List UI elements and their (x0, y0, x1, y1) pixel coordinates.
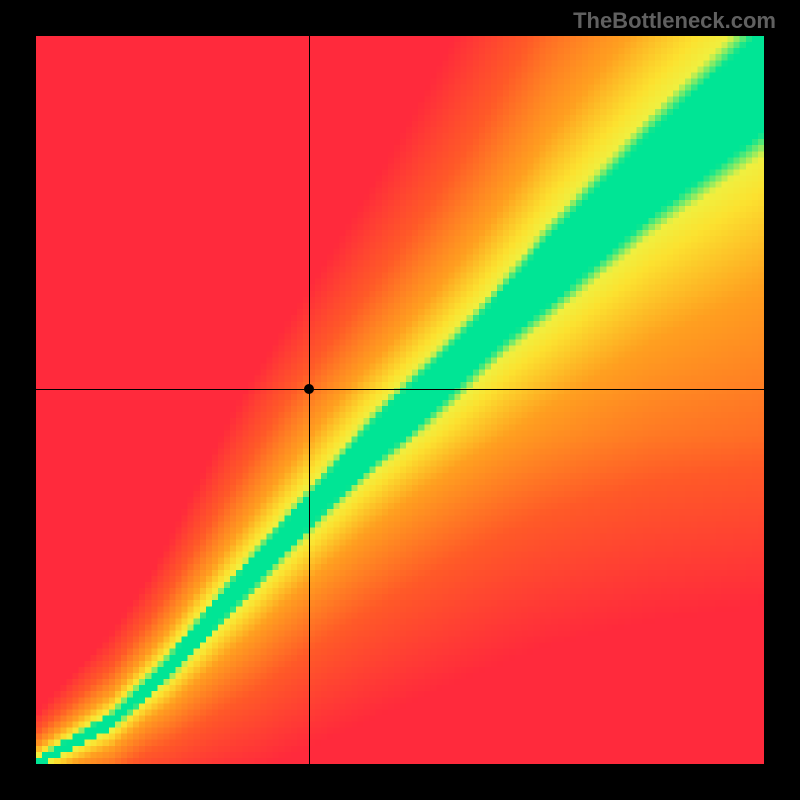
watermark-text: TheBottleneck.com (573, 8, 776, 34)
bottleneck-marker (304, 384, 314, 394)
crosshair-vertical (309, 36, 310, 764)
heatmap-plot (36, 36, 764, 764)
heatmap-canvas (36, 36, 764, 764)
crosshair-horizontal (36, 389, 764, 390)
